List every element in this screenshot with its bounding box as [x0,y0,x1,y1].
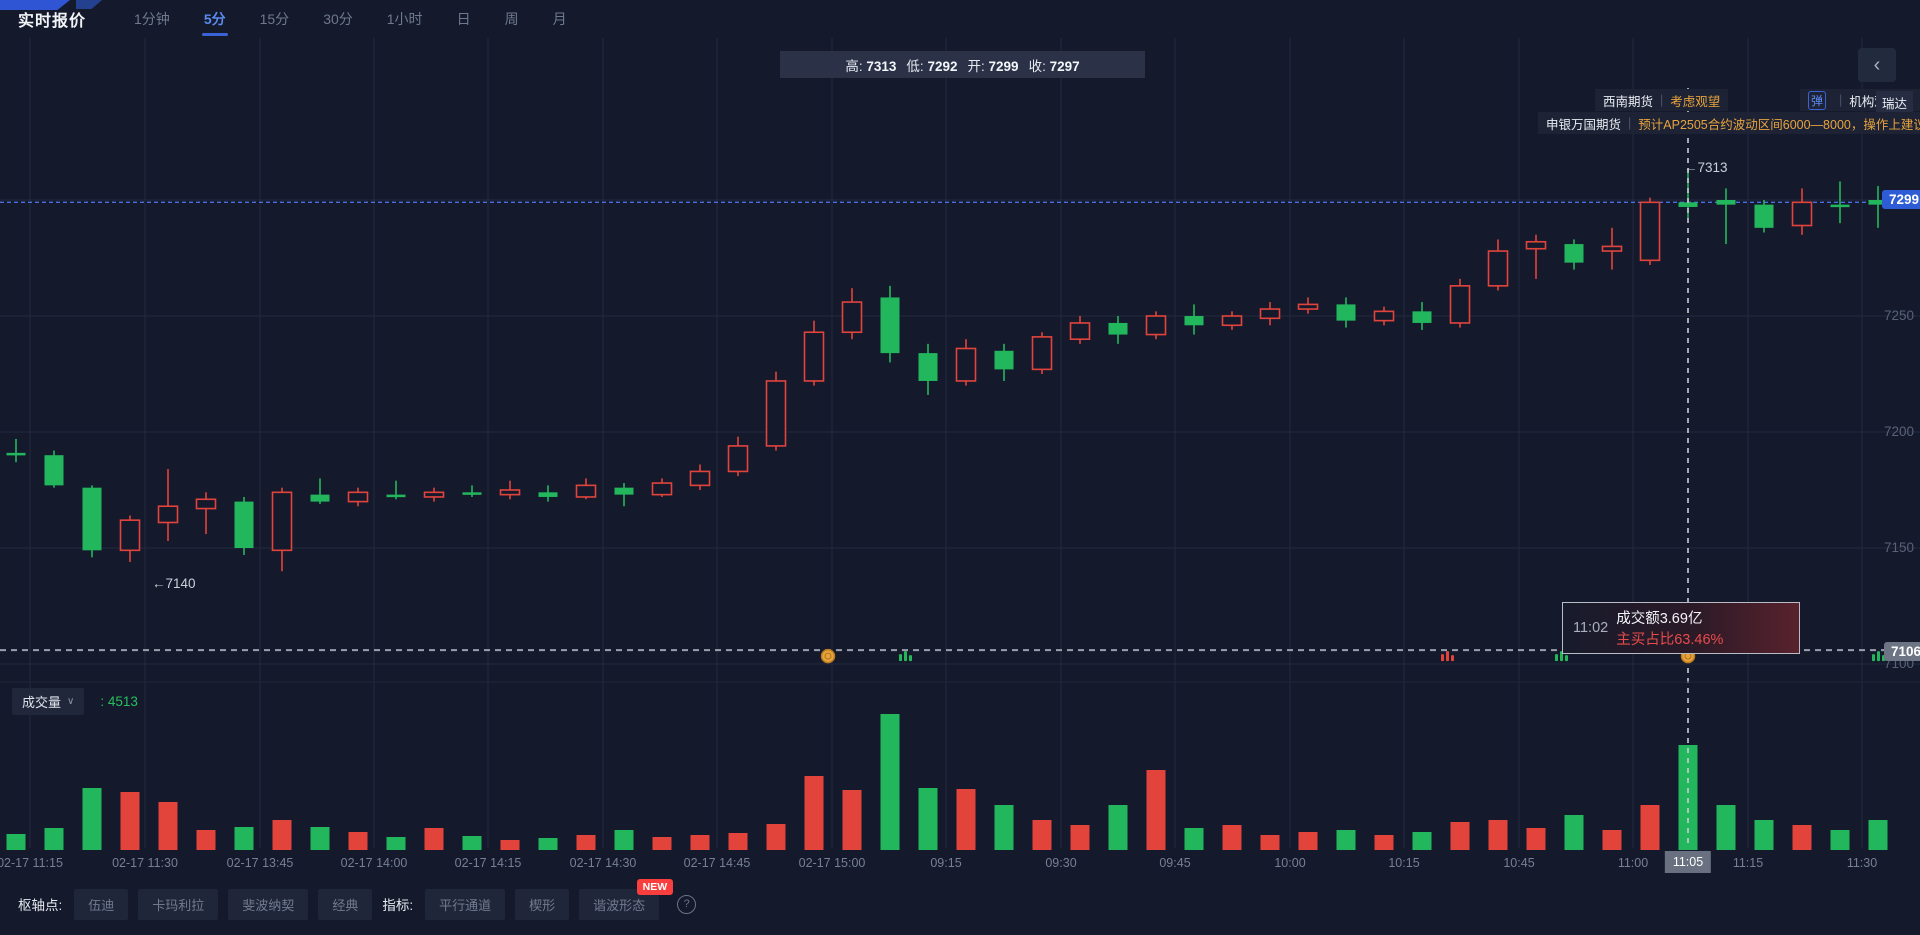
drawing-toolbar: 枢轴点: 伍迪 卡玛利拉 斐波纳契 经典 指标: 平行通道 楔形 谐波形态 NEW? [0,878,1920,922]
page-title: 实时报价 [18,13,87,30]
chevron-left-icon: ‹ [1873,53,1881,76]
divider: | [1660,93,1664,107]
forecast-text: 预计AP2505合约波动区间6000—8000，操作上建议 [1638,117,1920,132]
time-axis-label: 02-17 13:45 [226,856,294,870]
corner-ribbon-decoration-small [76,0,102,9]
ohlc-readout-bar: 高: 7313 低: 7292 开: 7299 收: 7297 [780,51,1145,78]
time-axis[interactable]: 02-17 11:15 02-17 11:30 02-17 13:45 02-17 1… [0,850,1920,878]
divider: | [1839,93,1843,107]
pivot-button-经典[interactable]: 经典 [318,888,373,920]
broker-name: 西南期货 [1603,94,1654,109]
indicator-label: 指标: [382,898,414,913]
timeframe-tab-日[interactable]: 日 [456,11,471,27]
timeframe-tab-月[interactable]: 月 [552,11,567,27]
divider: | [1628,116,1632,130]
bar-data-tooltip: 11:02 成交额3.69亿 主买占比63.46% [1562,602,1800,654]
time-axis-label: 02-17 14:30 [569,856,637,870]
ohlc-item: 高: 7313 [845,58,897,74]
broker-forecast-chip[interactable]: 申银万国期货 | 预计AP2505合约波动区间6000—8000，操作上建议 [1538,112,1920,134]
time-axis-label: 02-17 11:30 [112,856,178,870]
time-axis-label: 10:00 [1274,856,1306,870]
indicator-button-楔形[interactable]: 楔形 [515,888,570,920]
time-axis-label: 02-17 14:45 [683,856,751,870]
indicator-button-平行通道[interactable]: 平行通道 [425,888,506,920]
volume-value: : 4513 [100,694,138,709]
broker-name: 申银万国期货 [1546,117,1622,132]
time-axis-label: 11:15 [1732,856,1764,870]
time-axis-label: 02-17 11:15 [0,856,63,870]
time-axis-label: 09:15 [930,856,962,870]
session-high-marker: ←7313 [1684,160,1728,175]
crosshair-time-badge: 11:05 [1664,851,1712,873]
help-icon[interactable]: ? [677,894,697,914]
new-badge: NEW [636,878,674,895]
time-axis-label: 02-17 15:00 [798,856,866,870]
time-axis-label: 02-17 14:15 [454,856,522,870]
tooltip-buy-ratio: 主买占比63.46% [1616,632,1724,648]
current-price-badge: 7299 [1882,190,1920,209]
header-bar: 实时报价 1分钟 5分 15分 30分 1小时 日 周 月 [0,0,1920,38]
indicator-button-谐波形态[interactable]: 谐波形态 NEW [579,878,674,920]
timeframe-tab-5分[interactable]: 5分 [202,0,228,38]
timeframe-tab-30分[interactable]: 30分 [323,11,353,27]
time-axis-label: 10:45 [1503,856,1535,870]
pivot-points-label: 枢轴点: [18,898,63,913]
timeframe-tab-15分[interactable]: 15分 [259,11,290,27]
reference-price-badge: 7106 [1884,642,1920,661]
time-axis-label: 11:30 [1846,856,1878,870]
svg-text:7150: 7150 [1884,540,1914,555]
ohlc-item: 开: 7299 [967,58,1019,74]
corner-ribbon-decoration [0,0,70,10]
session-low-marker: ←7140 [152,576,196,591]
time-axis-label: 02-17 14:00 [340,856,408,870]
time-axis-label: 11:00 [1617,856,1649,870]
time-axis-label: 09:30 [1045,856,1077,870]
time-axis-label: 09:45 [1159,856,1191,870]
timeframe-tab-1分钟[interactable]: 1分钟 [134,11,170,27]
pivot-button-伍迪[interactable]: 伍迪 [74,888,129,920]
timeframe-tab-周[interactable]: 周 [504,11,519,27]
svg-text:7250: 7250 [1884,308,1914,323]
broker-opinion-chip[interactable]: 西南期货 | 考虑观望 [1595,89,1729,111]
time-axis-label: 10:15 [1388,856,1420,870]
ticker-icon: 弹 [1808,90,1827,110]
pivot-button-斐波纳契[interactable]: 斐波纳契 [228,888,309,920]
tooltip-time: 11:02 [1573,620,1609,636]
volume-indicator-dropdown[interactable]: 成交量 ∨ [12,688,85,715]
broker-view: 考虑观望 [1670,94,1721,109]
ohlc-item: 收: 7297 [1028,58,1080,74]
timeframe-tab-1小时[interactable]: 1小时 [386,11,423,27]
timeframe-tabs: 1分钟 5分 15分 30分 1小时 日 周 月 [132,0,569,38]
ohlc-item: 低: 7292 [906,58,958,74]
volume-label: 成交量 [22,695,62,710]
ticker-partial-source: 瑞达 [1876,91,1914,113]
svg-text:7200: 7200 [1884,424,1914,439]
collapse-panel-button[interactable]: ‹ [1858,48,1896,82]
tooltip-turnover: 成交额3.69亿 [1616,611,1703,627]
pivot-button-卡玛利拉[interactable]: 卡玛利拉 [138,888,219,920]
volume-pane-header: 成交量 ∨ : 4513 [12,688,138,715]
chevron-down-icon: ∨ [67,696,75,707]
